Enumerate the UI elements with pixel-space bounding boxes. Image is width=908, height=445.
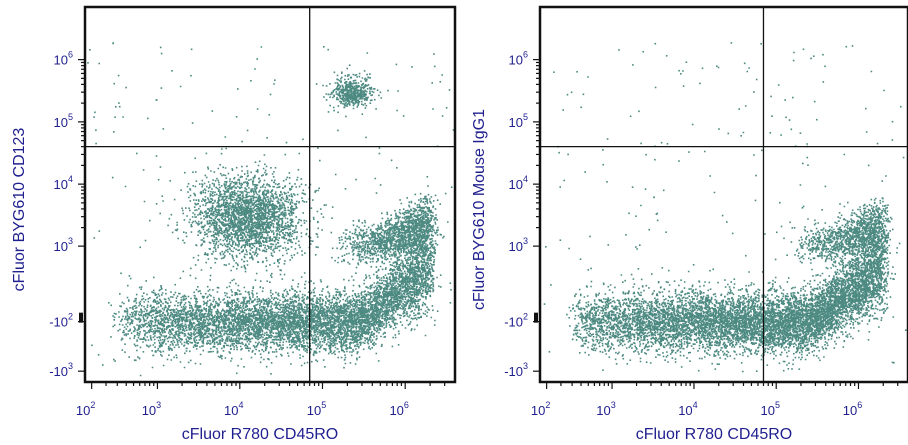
y-tick-label: 106 (509, 50, 528, 68)
y-tick-label: -103 (504, 361, 528, 379)
y-tick-label: -103 (49, 361, 73, 379)
events-dots (87, 42, 455, 377)
x-tick-label: 103 (596, 400, 615, 418)
x-axis-label: cFluor R780 CD45RO (636, 426, 793, 443)
y-tick-label: 105 (509, 112, 528, 130)
y-tick-label: 103 (509, 236, 528, 254)
y-tick-label: 104 (54, 174, 73, 192)
plot-frame (538, 5, 908, 384)
events-dots (543, 42, 908, 373)
x-tick-label: 106 (389, 400, 408, 418)
axis-break-marker (79, 312, 83, 323)
y-tick-label: -102 (504, 312, 528, 330)
x-tick-label: 102 (531, 400, 550, 418)
scatter-panel-isotype: 102 103 104 105 106 -103 -102 103 104 105 106 cFluo… (471, 5, 908, 443)
x-tick-label: 105 (760, 400, 779, 418)
x-axis-label: cFluor R780 CD45RO (182, 426, 339, 443)
y-axis-label: cFluor BYG610 Mouse IgG1 (471, 109, 488, 310)
axis-break-marker (534, 312, 538, 323)
y-axis-label: cFluor BYG610 CD123 (11, 128, 28, 292)
y-tick-label: -102 (49, 312, 73, 330)
scatter-panel-cd123: 102 103 104 105 106 -103 -102 103 104 105 106 cFluo… (11, 5, 457, 443)
y-tick-label: 106 (54, 50, 73, 68)
x-tick-label: 102 (76, 400, 95, 418)
y-tick-label: 105 (54, 112, 73, 130)
y-tick-label: 104 (509, 174, 528, 192)
x-tick-label: 104 (224, 400, 243, 418)
plot-frame (83, 5, 457, 384)
y-tick-label: 103 (54, 236, 73, 254)
x-tick-label: 105 (307, 400, 326, 418)
x-tick-label: 106 (843, 400, 862, 418)
x-tick-label: 104 (678, 400, 697, 418)
x-tick-label: 103 (142, 400, 161, 418)
